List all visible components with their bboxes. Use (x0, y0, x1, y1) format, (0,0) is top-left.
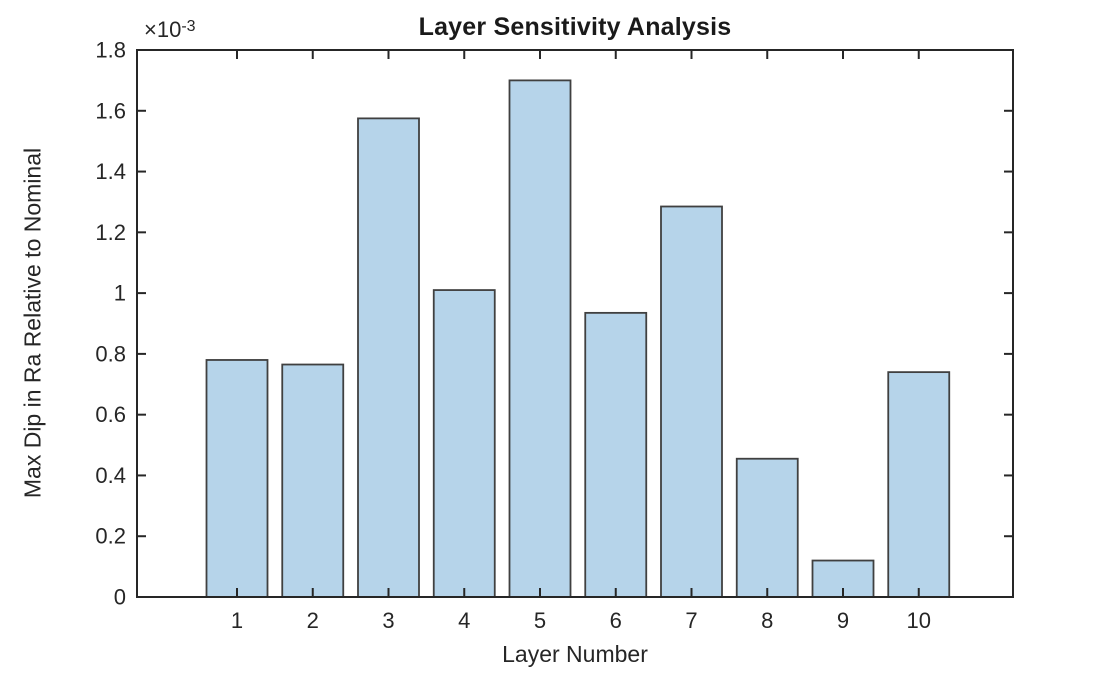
y-tick-label: 0.4 (95, 463, 126, 488)
x-tick-label: 3 (382, 608, 394, 633)
y-scale-base: ×10 (144, 17, 182, 42)
y-axis-label: Max Dip in Ra Relative to Nominal (19, 147, 46, 499)
bar-layer-4 (432, 289, 496, 598)
bar-layer-8 (735, 457, 799, 598)
x-tick-label: 7 (685, 608, 697, 633)
x-tick-label: 2 (307, 608, 319, 633)
y-scale-exponent: -3 (181, 18, 196, 35)
x-tick-label: 6 (610, 608, 622, 633)
axes-box (136, 49, 1014, 598)
y-axis-scale-label: ×10-3 (144, 17, 196, 43)
x-tick-label: 1 (231, 608, 243, 633)
bar-layer-3 (357, 117, 420, 598)
y-tick-label: 1.2 (95, 220, 126, 245)
bar-layer-10 (887, 371, 951, 598)
y-tick-label: 0.6 (95, 402, 126, 427)
bar-layer-6 (584, 311, 648, 598)
y-tick-label: 1.6 (95, 98, 126, 123)
x-tick-label: 4 (458, 608, 470, 633)
x-tick-label: 10 (907, 608, 931, 633)
y-tick-label: 0.2 (95, 524, 126, 549)
y-tick-label: 1.4 (95, 159, 126, 184)
x-tick-label: 5 (534, 608, 546, 633)
y-tick-label: 1 (114, 281, 126, 306)
y-tick-label: 1.8 (95, 38, 126, 63)
y-tick-label: 0 (114, 585, 126, 610)
bar-layer-7 (660, 205, 723, 598)
bar-layer-2 (281, 363, 345, 598)
x-axis-label: Layer Number (502, 641, 648, 667)
bar-layer-5 (508, 79, 572, 598)
y-tick-label: 0.8 (95, 341, 126, 366)
x-tick-label: 9 (837, 608, 849, 633)
x-tick-label: 8 (761, 608, 773, 633)
chart-title: Layer Sensitivity Analysis (418, 13, 732, 41)
bar-layer-1 (205, 359, 269, 598)
